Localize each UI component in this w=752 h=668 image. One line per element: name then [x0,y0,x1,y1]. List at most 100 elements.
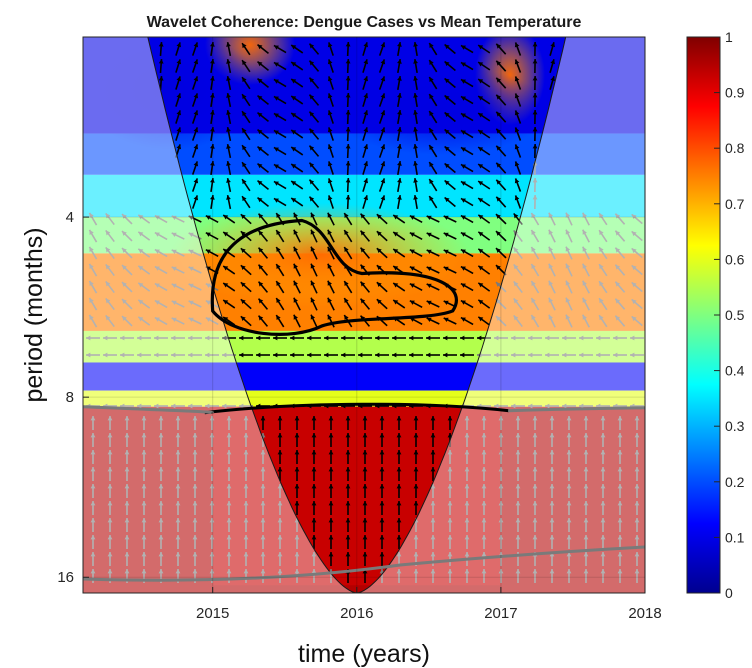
phase-arrow [549,450,555,464]
phase-arrow [600,416,606,430]
phase-arrow [307,352,321,358]
phase-arrow [598,246,608,260]
phase-arrow [308,94,320,106]
low-region-left [83,37,260,150]
phase-arrow [243,518,249,532]
phase-arrow [226,143,232,159]
phase-arrow [460,299,474,309]
phase-arrow [530,246,540,260]
phase-arrow [565,314,573,328]
phase-arrow [241,110,251,124]
phase-arrow [209,467,215,481]
phase-arrow [481,501,487,515]
phase-arrow [175,76,182,90]
phase-arrow [617,552,623,566]
phase-arrow [426,300,440,308]
phase-arrow [328,450,334,464]
phase-arrow [583,518,589,532]
phase-arrow [413,126,418,142]
phase-arrow [634,484,640,498]
phase-arrow [345,416,351,430]
phase-arrow [141,467,147,481]
phase-arrow [426,335,440,341]
phase-arrow [378,59,386,73]
phase-arrow [515,569,521,583]
phase-arrow [430,416,436,430]
phase-arrow [311,467,317,481]
phase-arrow [477,282,491,292]
phase-arrow [379,450,385,464]
phase-arrow [121,264,133,276]
phase-arrow [460,214,474,224]
phase-arrow [257,281,269,293]
phase-arrow [141,450,147,464]
phase-arrow [460,316,474,326]
phase-arrow [409,335,423,341]
phase-arrow [192,484,198,498]
phase-arrow [464,433,470,447]
coherence-band-5 [83,330,645,363]
phase-arrow [598,280,608,294]
phase-arrow [273,112,287,122]
phase-arrow [137,299,151,309]
phase-arrow [532,58,538,74]
phase-arrow [614,264,626,276]
colorbar-tick-label: 0.8 [725,140,745,156]
phase-arrow [121,281,133,293]
phase-arrow [481,467,487,481]
phase-arrow [495,128,507,140]
phase-arrow [362,178,369,192]
phase-arrow [107,518,113,532]
phase-arrow [600,450,606,464]
phase-arrow [514,110,522,124]
phase-arrow [444,94,456,106]
phase-arrow [565,212,573,226]
phase-arrow [513,314,523,328]
phase-arrow [243,467,249,481]
phase-arrow [290,335,304,341]
phase-arrow [260,467,266,481]
phase-arrow [447,569,453,583]
phase-arrow [413,160,418,176]
phase-arrow [105,297,115,311]
phase-arrow [121,298,133,310]
phase-arrow [137,265,151,275]
phase-arrow [443,232,457,240]
phase-arrow [447,484,453,498]
phase-arrow [376,298,388,310]
hotspot-4-6-months [170,203,470,307]
phase-arrow [634,518,640,532]
phase-arrow [515,484,521,498]
phase-arrow [513,212,523,226]
phase-arrow [137,248,151,258]
phase-arrow [428,76,438,90]
phase-arrow [141,535,147,549]
phase-arrow [327,195,334,209]
phase-arrow [205,335,219,341]
phase-arrow [464,569,470,583]
phase-arrow [375,335,389,341]
phase-arrow [426,317,440,325]
phase-arrow [154,214,168,224]
phase-arrow [583,552,589,566]
x-tick-label: 2017 [484,605,517,622]
phase-arrow [426,249,440,257]
phase-arrow [257,129,269,139]
phase-arrow [358,335,372,341]
phase-arrow [379,552,385,566]
phase-arrow [327,93,334,107]
phase-arrow [634,416,640,430]
phase-arrow [409,214,423,224]
phase-arrow [362,161,369,175]
phase-arrow [495,247,507,259]
phase-arrow [341,335,355,341]
phase-arrow [614,247,626,259]
phase-arrow [290,44,304,54]
phase-arrow [515,501,521,515]
phase-arrow [566,467,572,481]
phase-arrow [430,484,436,498]
phase-arrow [447,467,453,481]
phase-arrow [192,467,198,481]
phase-arrow [188,317,202,325]
phase-arrow [103,335,117,341]
